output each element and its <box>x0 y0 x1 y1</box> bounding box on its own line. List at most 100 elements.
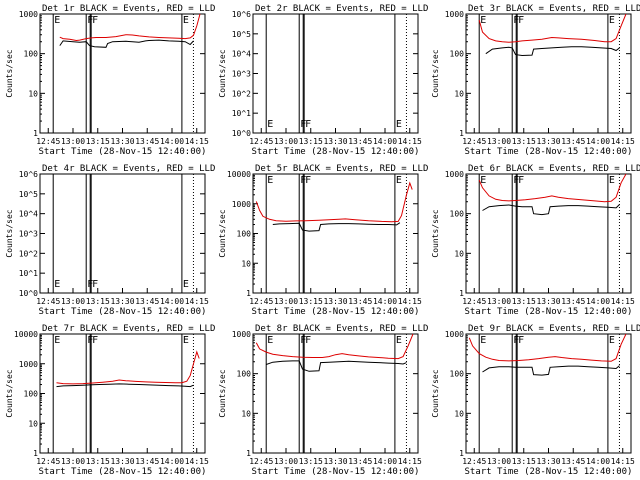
x-tick-label: 14:15 <box>611 297 635 306</box>
marker-label-E: E <box>480 15 486 26</box>
marker-label-F: F <box>518 175 524 186</box>
y-tick-label: 1000 <box>445 170 464 179</box>
marker-label-E: E <box>609 15 615 26</box>
series-line-lld <box>468 333 627 362</box>
y-tick-label: 10^2 <box>232 89 251 98</box>
x-tick-label: 13:30 <box>110 297 134 306</box>
series-line-events <box>482 204 620 216</box>
y-tick-label: 100 <box>450 210 465 219</box>
y-tick-label: 10^1 <box>19 269 38 278</box>
x-tick-label: 14:15 <box>185 137 209 146</box>
marker-label-F: F <box>513 15 519 26</box>
x-tick-label: 13:15 <box>86 457 110 466</box>
series-line-events <box>266 360 407 372</box>
x-tick-label: 14:15 <box>185 457 209 466</box>
series-line-events <box>56 383 194 388</box>
marker-label-F: F <box>518 15 524 26</box>
series-line-lld <box>56 350 200 385</box>
chart-title: Det 8r BLACK = Events, RED = LLD <box>255 324 428 334</box>
y-tick-label: 10000 <box>227 170 251 179</box>
x-tick-label: 13:30 <box>110 457 134 466</box>
x-axis-label: Start Time (28-Nov-15 12:40:00) <box>252 307 420 317</box>
x-tick-label: 13:15 <box>512 137 536 146</box>
x-tick-label: 13:00 <box>487 137 511 146</box>
x-tick-label: 13:00 <box>274 457 298 466</box>
x-tick-label: 13:45 <box>135 137 159 146</box>
chart-title: Det 6r BLACK = Events, RED = LLD <box>468 164 640 174</box>
y-tick-label: 1 <box>246 289 251 298</box>
y-tick-label: 100 <box>237 230 252 239</box>
y-axis-label: Counts/sec <box>5 209 14 257</box>
y-axis-label: Counts/sec <box>431 49 440 97</box>
marker-label-E: E <box>267 175 273 186</box>
series-line-lld <box>478 13 627 43</box>
y-tick-label: 10^6 <box>232 10 251 19</box>
x-tick-label: 13:15 <box>512 457 536 466</box>
x-axis-label: Start Time (28-Nov-15 12:40:00) <box>465 467 633 477</box>
x-tick-label: 14:00 <box>586 137 610 146</box>
y-tick-label: 10000 <box>14 330 38 339</box>
series-line-events <box>482 365 620 376</box>
plot-frame <box>465 333 632 454</box>
y-tick-label: 1000 <box>19 360 38 369</box>
x-tick-label: 13:15 <box>299 457 323 466</box>
marker-label-E: E <box>396 119 402 130</box>
y-tick-label: 1000 <box>19 10 38 19</box>
plot-frame <box>39 333 206 454</box>
x-tick-label: 13:00 <box>274 137 298 146</box>
x-tick-label: 14:15 <box>398 137 422 146</box>
y-tick-label: 1000 <box>232 200 251 209</box>
x-tick-label: 13:00 <box>487 457 511 466</box>
x-axis-label: Start Time (28-Nov-15 12:40:00) <box>252 467 420 477</box>
x-tick-label: 13:15 <box>299 137 323 146</box>
plot-frame <box>39 13 206 134</box>
y-tick-label: 10 <box>241 409 251 418</box>
marker-label-E: E <box>183 335 189 346</box>
x-tick-label: 14:15 <box>611 137 635 146</box>
marker-label-F: F <box>518 335 524 346</box>
y-tick-label: 1 <box>459 289 464 298</box>
y-axis-label: Counts/sec <box>431 369 440 417</box>
chart-title: Det 2r BLACK = Events, RED = LLD <box>255 4 428 14</box>
y-tick-label: 1000 <box>445 10 464 19</box>
y-tick-label: 10^2 <box>19 249 38 258</box>
series-line-lld <box>478 173 627 203</box>
y-tick-label: 10^0 <box>19 289 38 298</box>
x-tick-label: 14:00 <box>373 457 397 466</box>
x-axis-label: Start Time (28-Nov-15 12:40:00) <box>39 467 207 477</box>
y-tick-label: 10^5 <box>19 190 38 199</box>
y-tick-label: 10 <box>454 249 464 258</box>
y-tick-label: 100 <box>450 50 465 59</box>
y-tick-label: 10^0 <box>232 129 251 138</box>
x-tick-label: 14:00 <box>160 297 184 306</box>
y-tick-label: 1 <box>246 449 251 458</box>
chart-title: Det 9r BLACK = Events, RED = LLD <box>468 324 640 334</box>
y-tick-label: 10^4 <box>232 50 251 59</box>
y-tick-label: 10 <box>454 89 464 98</box>
x-tick-label: 14:00 <box>160 457 184 466</box>
y-axis-label: Counts/sec <box>218 209 227 257</box>
x-tick-label: 13:30 <box>110 137 134 146</box>
x-tick-label: 13:45 <box>561 297 585 306</box>
marker-label-E: E <box>609 335 615 346</box>
marker-label-E: E <box>267 119 273 130</box>
series-line-events <box>485 46 620 57</box>
x-tick-label: 13:00 <box>61 297 85 306</box>
y-tick-label: 10^4 <box>19 210 38 219</box>
x-tick-label: 13:45 <box>561 457 585 466</box>
x-tick-label: 12:45 <box>36 137 60 146</box>
x-tick-label: 13:30 <box>323 297 347 306</box>
chart-title: Det 7r BLACK = Events, RED = LLD <box>42 324 215 334</box>
x-axis-label: Start Time (28-Nov-15 12:40:00) <box>252 147 420 157</box>
y-tick-label: 10 <box>28 89 38 98</box>
y-tick-label: 1000 <box>445 330 464 339</box>
plot-frame <box>39 173 206 294</box>
x-tick-label: 13:00 <box>274 297 298 306</box>
x-tick-label: 14:15 <box>185 297 209 306</box>
y-axis-label: Counts/sec <box>5 369 14 417</box>
chart-title: Det 5r BLACK = Events, RED = LLD <box>255 164 428 174</box>
